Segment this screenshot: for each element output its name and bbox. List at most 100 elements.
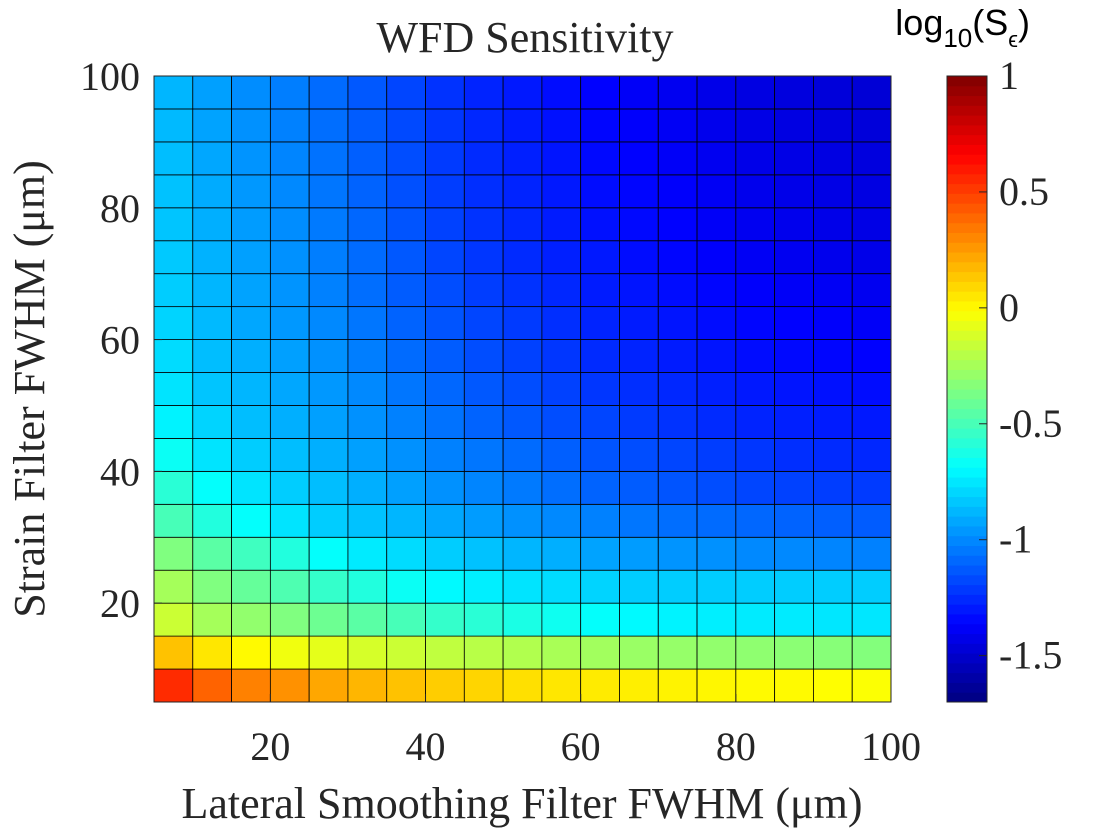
- colorbar-band: [947, 340, 987, 351]
- heatmap-cell: [696, 635, 737, 670]
- heatmap-cell: [851, 503, 892, 538]
- y-tick-label: 40: [100, 449, 140, 494]
- heatmap-cell: [735, 470, 776, 505]
- colorbar-band: [947, 144, 987, 155]
- colorbar-band: [947, 643, 987, 654]
- heatmap-cell: [386, 207, 426, 242]
- y-tick-label: 20: [100, 581, 140, 626]
- heatmap-cell: [231, 602, 271, 637]
- heatmap-cell: [463, 240, 504, 275]
- heatmap-cell: [425, 438, 465, 472]
- heatmap-cell: [502, 141, 543, 176]
- heatmap-cell: [269, 141, 310, 176]
- heatmap-cell: [735, 75, 776, 110]
- y-tick-label: 100: [80, 54, 140, 99]
- colorbar-label-sub2: ϵ: [1008, 27, 1018, 52]
- heatmap-cell: [308, 75, 349, 110]
- heatmap-cell: [386, 635, 426, 670]
- heatmap-cell: [774, 75, 814, 110]
- heatmap-cell: [269, 339, 310, 373]
- heatmap-cell: [463, 108, 504, 143]
- heatmap-cell: [813, 240, 853, 275]
- heatmap-cell: [696, 339, 737, 373]
- heatmap-cell: [347, 372, 388, 406]
- heatmap-cell: [735, 174, 776, 209]
- heatmap-cell: [813, 273, 853, 308]
- heatmap-cell: [580, 503, 620, 538]
- heatmap-cell: [696, 503, 737, 538]
- heatmap-cell: [386, 405, 426, 439]
- heatmap-cell: [153, 273, 194, 308]
- heatmap-cell: [851, 602, 892, 637]
- colorbar-band: [947, 613, 987, 625]
- heatmap-cell: [619, 536, 659, 571]
- colorbar-label-base: log: [895, 2, 943, 43]
- heatmap-cell: [463, 635, 504, 670]
- heatmap-cell: [541, 602, 582, 637]
- heatmap-cell: [425, 240, 465, 275]
- heatmap-cell: [735, 635, 776, 670]
- heatmap-cell: [153, 306, 194, 340]
- heatmap-cell: [657, 273, 698, 308]
- heatmap-cell: [696, 569, 737, 604]
- heatmap-cell: [541, 108, 582, 143]
- heatmap-cell: [153, 372, 194, 406]
- heatmap-cell: [425, 536, 465, 571]
- heatmap-cell: [580, 174, 620, 209]
- heatmap-cell: [386, 339, 426, 373]
- heatmap-cell: [735, 240, 776, 275]
- heatmap-cell: [580, 372, 620, 406]
- heatmap-cell: [851, 372, 892, 406]
- heatmap-cell: [774, 207, 814, 242]
- heatmap-cell: [657, 503, 698, 538]
- heatmap-cell: [308, 207, 349, 242]
- heatmap-cell: [696, 602, 737, 637]
- colorbar-band: [947, 193, 987, 204]
- heatmap-cell: [463, 339, 504, 373]
- colorbar-band: [947, 173, 987, 185]
- heatmap-cell: [192, 635, 232, 670]
- heatmap-cell: [463, 602, 504, 637]
- heatmap-cell: [192, 503, 232, 538]
- heatmap-cell: [813, 536, 853, 571]
- heatmap-cell: [425, 141, 465, 176]
- heatmap-cell: [269, 602, 310, 637]
- colorbar-band: [947, 105, 987, 116]
- colorbar-frame: [946, 75, 988, 703]
- heatmap-cell: [541, 306, 582, 340]
- heatmap-cell: [192, 174, 232, 209]
- heatmap-cell: [308, 569, 349, 604]
- heatmap-cell: [269, 635, 310, 670]
- heatmap-cell: [580, 108, 620, 143]
- heatmap-cell: [153, 668, 194, 703]
- colorbar-band: [947, 242, 987, 253]
- heatmap-cell: [851, 207, 892, 242]
- colorbar: [947, 76, 987, 703]
- heatmap-cell: [386, 174, 426, 209]
- heatmap-cell: [502, 339, 543, 373]
- heatmap-cell: [386, 569, 426, 604]
- heatmap-cell: [541, 207, 582, 242]
- heatmap-cell: [851, 668, 892, 703]
- colorbar-band: [947, 183, 987, 194]
- colorbar-band: [947, 389, 987, 400]
- heatmap-cell: [425, 405, 465, 439]
- heatmap-cell: [657, 372, 698, 406]
- colorbar-band: [947, 662, 987, 674]
- colorbar-band: [947, 222, 987, 233]
- heatmap-cell: [463, 503, 504, 538]
- heatmap-cell: [774, 372, 814, 406]
- heatmap-cell: [347, 306, 388, 340]
- heatmap-cell: [502, 438, 543, 472]
- heatmap-cell: [308, 273, 349, 308]
- heatmap-cell: [386, 273, 426, 308]
- heatmap-cell: [231, 240, 271, 275]
- heatmap-cell: [696, 536, 737, 571]
- heatmap-cell: [425, 602, 465, 637]
- heatmap-cell: [425, 207, 465, 242]
- heatmap-cell: [619, 207, 659, 242]
- heatmap-cell: [696, 273, 737, 308]
- heatmap-cell: [580, 635, 620, 670]
- heatmap-cell: [347, 75, 388, 110]
